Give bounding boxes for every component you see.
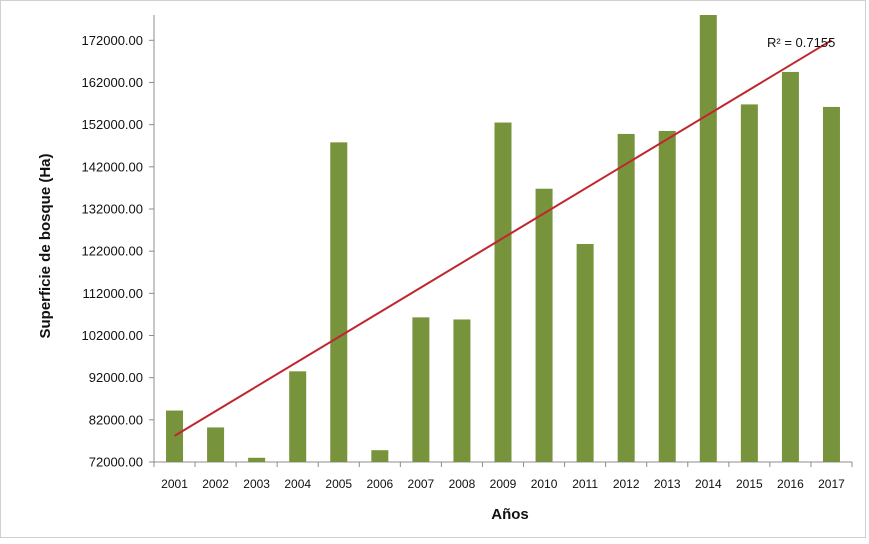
y-tick-label: 112000.00 (83, 286, 144, 301)
bar (658, 130, 676, 462)
y-tick-label: 132000.00 (82, 201, 143, 216)
y-tick-label: 152000.00 (82, 117, 143, 132)
bar (535, 188, 553, 462)
y-tick-label: 102000.00 (82, 328, 143, 343)
x-tick-label: 2001 (161, 477, 188, 491)
bars (166, 15, 840, 463)
x-tick-label: 2008 (449, 477, 476, 491)
x-tick-label: 2013 (654, 477, 681, 491)
bar (330, 142, 348, 462)
x-tick-label: 2002 (202, 477, 229, 491)
bar (248, 457, 266, 462)
y-axis: 72000.00 82000.00 92000.00 102000.00 112000.… (82, 15, 155, 470)
x-tick-label: 2011 (572, 477, 598, 491)
bar (740, 104, 758, 463)
y-tick-label: 142000.00 (82, 159, 143, 174)
y-tick-label: 92000.00 (89, 370, 143, 385)
x-tick-label: 2016 (777, 477, 804, 491)
y-tick-label: 172000.00 (82, 33, 143, 48)
r-squared-label: R² = 0.7155 (767, 35, 835, 50)
bar (453, 319, 471, 462)
y-tick-label: 122000.00 (82, 244, 143, 259)
bar (699, 15, 717, 462)
bar (166, 410, 184, 462)
x-tick-label: 2003 (243, 477, 270, 491)
y-tick-label: 82000.00 (89, 412, 143, 427)
x-tick-label: 2007 (408, 477, 435, 491)
trendline-line (174, 39, 832, 437)
y-tick-label: 72000.00 (89, 455, 143, 470)
x-tick-label: 2012 (613, 477, 640, 491)
y-axis-title: Superficie de bosque (Ha) (37, 153, 54, 338)
x-axis-title: Años (491, 506, 529, 523)
bar (371, 450, 389, 462)
x-tick-label: 2009 (490, 477, 517, 491)
x-tick-label: 2005 (325, 477, 352, 491)
y-tick-label: 162000.00 (82, 75, 143, 90)
bar (822, 106, 840, 463)
bar (617, 133, 635, 462)
bar (494, 122, 512, 462)
x-tick-label: 2014 (695, 477, 722, 491)
x-tick-label: 2006 (366, 477, 393, 491)
bar (576, 243, 594, 462)
x-tick-label: 2010 (531, 477, 558, 491)
bar (781, 71, 799, 462)
bar (289, 371, 307, 462)
x-tick-label: 2015 (736, 477, 763, 491)
x-tick-label: 2017 (818, 477, 845, 491)
trendline (174, 39, 832, 437)
x-tick-label: 2004 (284, 477, 311, 491)
x-axis: 2001 2002 2003 2004 2005 2006 2007 2008 2009 2010… (153, 461, 853, 491)
bar (207, 427, 225, 462)
bar (412, 317, 430, 462)
